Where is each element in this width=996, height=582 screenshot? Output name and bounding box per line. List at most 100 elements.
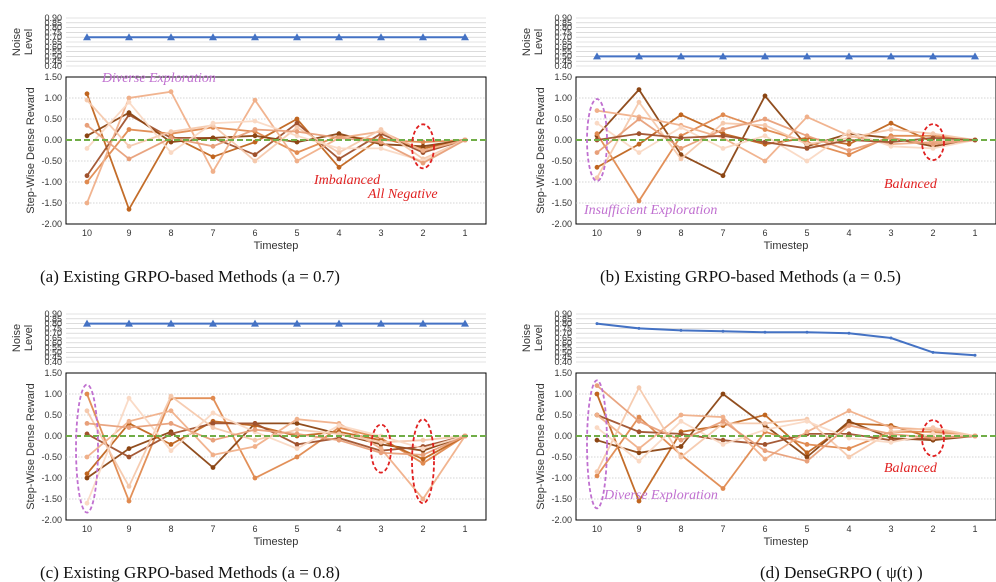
data-point — [168, 129, 174, 135]
data-point — [762, 133, 768, 139]
data-point — [294, 416, 300, 422]
x-tick-label: 7 — [720, 524, 725, 534]
noise-subplot: 0.900.800.700.600.500.40 0.850.750.650.55… — [11, 309, 486, 367]
data-point — [294, 150, 300, 156]
data-point — [84, 408, 90, 414]
data-point — [804, 141, 810, 147]
noise-marker — [845, 52, 853, 60]
data-point — [126, 446, 132, 451]
series-line — [596, 420, 976, 463]
data-point — [762, 427, 768, 433]
reward-tick-label: -2.00 — [551, 515, 572, 525]
noise-point — [763, 330, 767, 334]
data-point — [378, 127, 384, 132]
data-point — [84, 475, 90, 481]
reward-ylabel: Step-Wise Dense Reward — [25, 383, 37, 510]
noise-marker — [419, 319, 427, 327]
noise-ylabel-line: Noise — [11, 324, 23, 352]
data-point — [210, 425, 216, 430]
data-point — [168, 89, 174, 95]
data-point — [252, 97, 258, 103]
data-point — [594, 150, 600, 156]
reward-tick-label: 0.50 — [44, 410, 62, 420]
data-point — [846, 418, 852, 424]
data-point — [294, 116, 300, 122]
series-line — [596, 113, 976, 203]
x-tick-label: 6 — [252, 524, 257, 534]
reward-tick-label: -1.00 — [41, 177, 62, 187]
x-tick-label: 7 — [720, 228, 725, 238]
data-point — [252, 133, 258, 139]
data-point — [636, 116, 642, 122]
noise-tick-label: 0.65 — [44, 37, 62, 47]
data-point — [762, 116, 768, 122]
data-point — [636, 99, 642, 105]
noise-tick-label: 0.60 — [44, 42, 62, 52]
noise-marker — [377, 319, 385, 327]
data-point — [888, 120, 894, 126]
x-tick-label: 3 — [378, 524, 383, 534]
data-point — [420, 143, 426, 149]
data-point — [126, 418, 132, 424]
data-point — [636, 198, 642, 204]
panel-caption: (d) DenseGRPO ( ψ(t) ) — [760, 563, 923, 582]
data-point — [126, 156, 132, 162]
data-point — [846, 408, 852, 414]
series-line — [86, 394, 466, 489]
noise-marker — [167, 33, 175, 41]
data-point — [336, 156, 342, 162]
noise-point — [889, 336, 893, 340]
data-point — [84, 421, 90, 426]
data-point — [336, 131, 342, 137]
data-point — [930, 141, 936, 147]
data-point — [678, 418, 684, 424]
chart-panel-1: 0.900.800.700.600.500.400.850.750.650.55… — [11, 13, 487, 286]
series-line — [86, 393, 466, 504]
noise-ylabel: NoiseLevel — [521, 324, 545, 352]
data-point — [804, 442, 810, 447]
x-tick-label: 6 — [762, 228, 767, 238]
data-point — [846, 454, 852, 460]
reward-tick-label: -1.00 — [41, 473, 62, 483]
reward-frame — [575, 372, 996, 521]
noise-tick-label: 0.70 — [44, 328, 62, 338]
noise-tick-label: 0.70 — [44, 32, 62, 42]
x-tick-label: 3 — [378, 228, 383, 238]
reward-tick-label: 1.50 — [554, 368, 572, 378]
data-point — [252, 127, 258, 132]
series-s7 — [594, 116, 978, 156]
noise-marker — [761, 52, 769, 60]
series-s7 — [84, 99, 468, 164]
data-point — [210, 143, 216, 149]
data-point — [336, 423, 342, 428]
x-tick-label: 1 — [972, 228, 977, 238]
noise-marker — [929, 52, 937, 60]
highlight-ellipse — [75, 383, 99, 514]
annotation-label: Balanced — [884, 177, 938, 192]
noise-tick-label: 0.80 — [554, 23, 572, 33]
data-point — [636, 385, 642, 391]
reward-tick-label: 0.50 — [554, 114, 572, 124]
x-tick-label: 1 — [972, 524, 977, 534]
data-point — [804, 450, 810, 456]
x-tick-label: 10 — [592, 228, 602, 238]
series-s5 — [84, 408, 468, 502]
noise-marker — [125, 319, 133, 327]
noise-line — [596, 322, 976, 357]
noise-ylabel: NoiseLevel — [11, 324, 35, 352]
data-point — [888, 439, 894, 445]
data-point — [720, 442, 726, 447]
noise-ylabel-line: Noise — [11, 28, 23, 56]
data-point — [210, 154, 216, 160]
x-tick-label: 8 — [678, 228, 683, 238]
data-point — [930, 425, 936, 430]
data-point — [678, 437, 684, 443]
data-point — [762, 448, 768, 454]
noise-marker — [971, 52, 979, 60]
highlight-ellipse — [586, 379, 608, 510]
noise-tick-label: 0.40 — [44, 357, 62, 367]
noise-tick-label: 0.90 — [44, 13, 62, 23]
highlight-ellipse — [411, 418, 435, 505]
noise-ylabel: NoiseLevel — [521, 28, 545, 56]
